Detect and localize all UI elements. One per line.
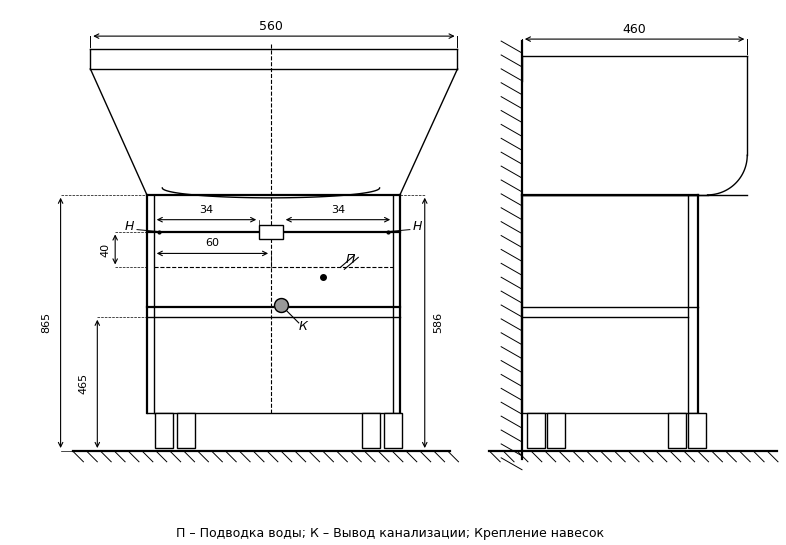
Text: К: К [298,320,307,334]
Text: 460: 460 [623,23,647,35]
Text: П: П [346,253,355,266]
Bar [688,413,706,448]
Text: 586: 586 [434,312,443,334]
Bar [668,413,685,448]
Text: 465: 465 [79,373,88,395]
Bar [259,225,283,239]
Text: 34: 34 [200,205,214,215]
Text: 865: 865 [42,312,52,334]
Text: 34: 34 [331,205,345,215]
Bar [155,413,173,448]
Bar [527,413,545,448]
Text: H: H [413,220,423,233]
Bar [177,413,195,448]
Text: П – Подводка воды; К – Вывод канализации; Крепление навесок: П – Подводка воды; К – Вывод канализации… [176,527,604,540]
Bar [547,413,564,448]
Text: 60: 60 [205,239,219,249]
Text: 560: 560 [259,20,283,33]
Text: 40: 40 [101,243,110,257]
Text: H: H [124,220,134,233]
Bar [384,413,402,448]
Bar [362,413,380,448]
